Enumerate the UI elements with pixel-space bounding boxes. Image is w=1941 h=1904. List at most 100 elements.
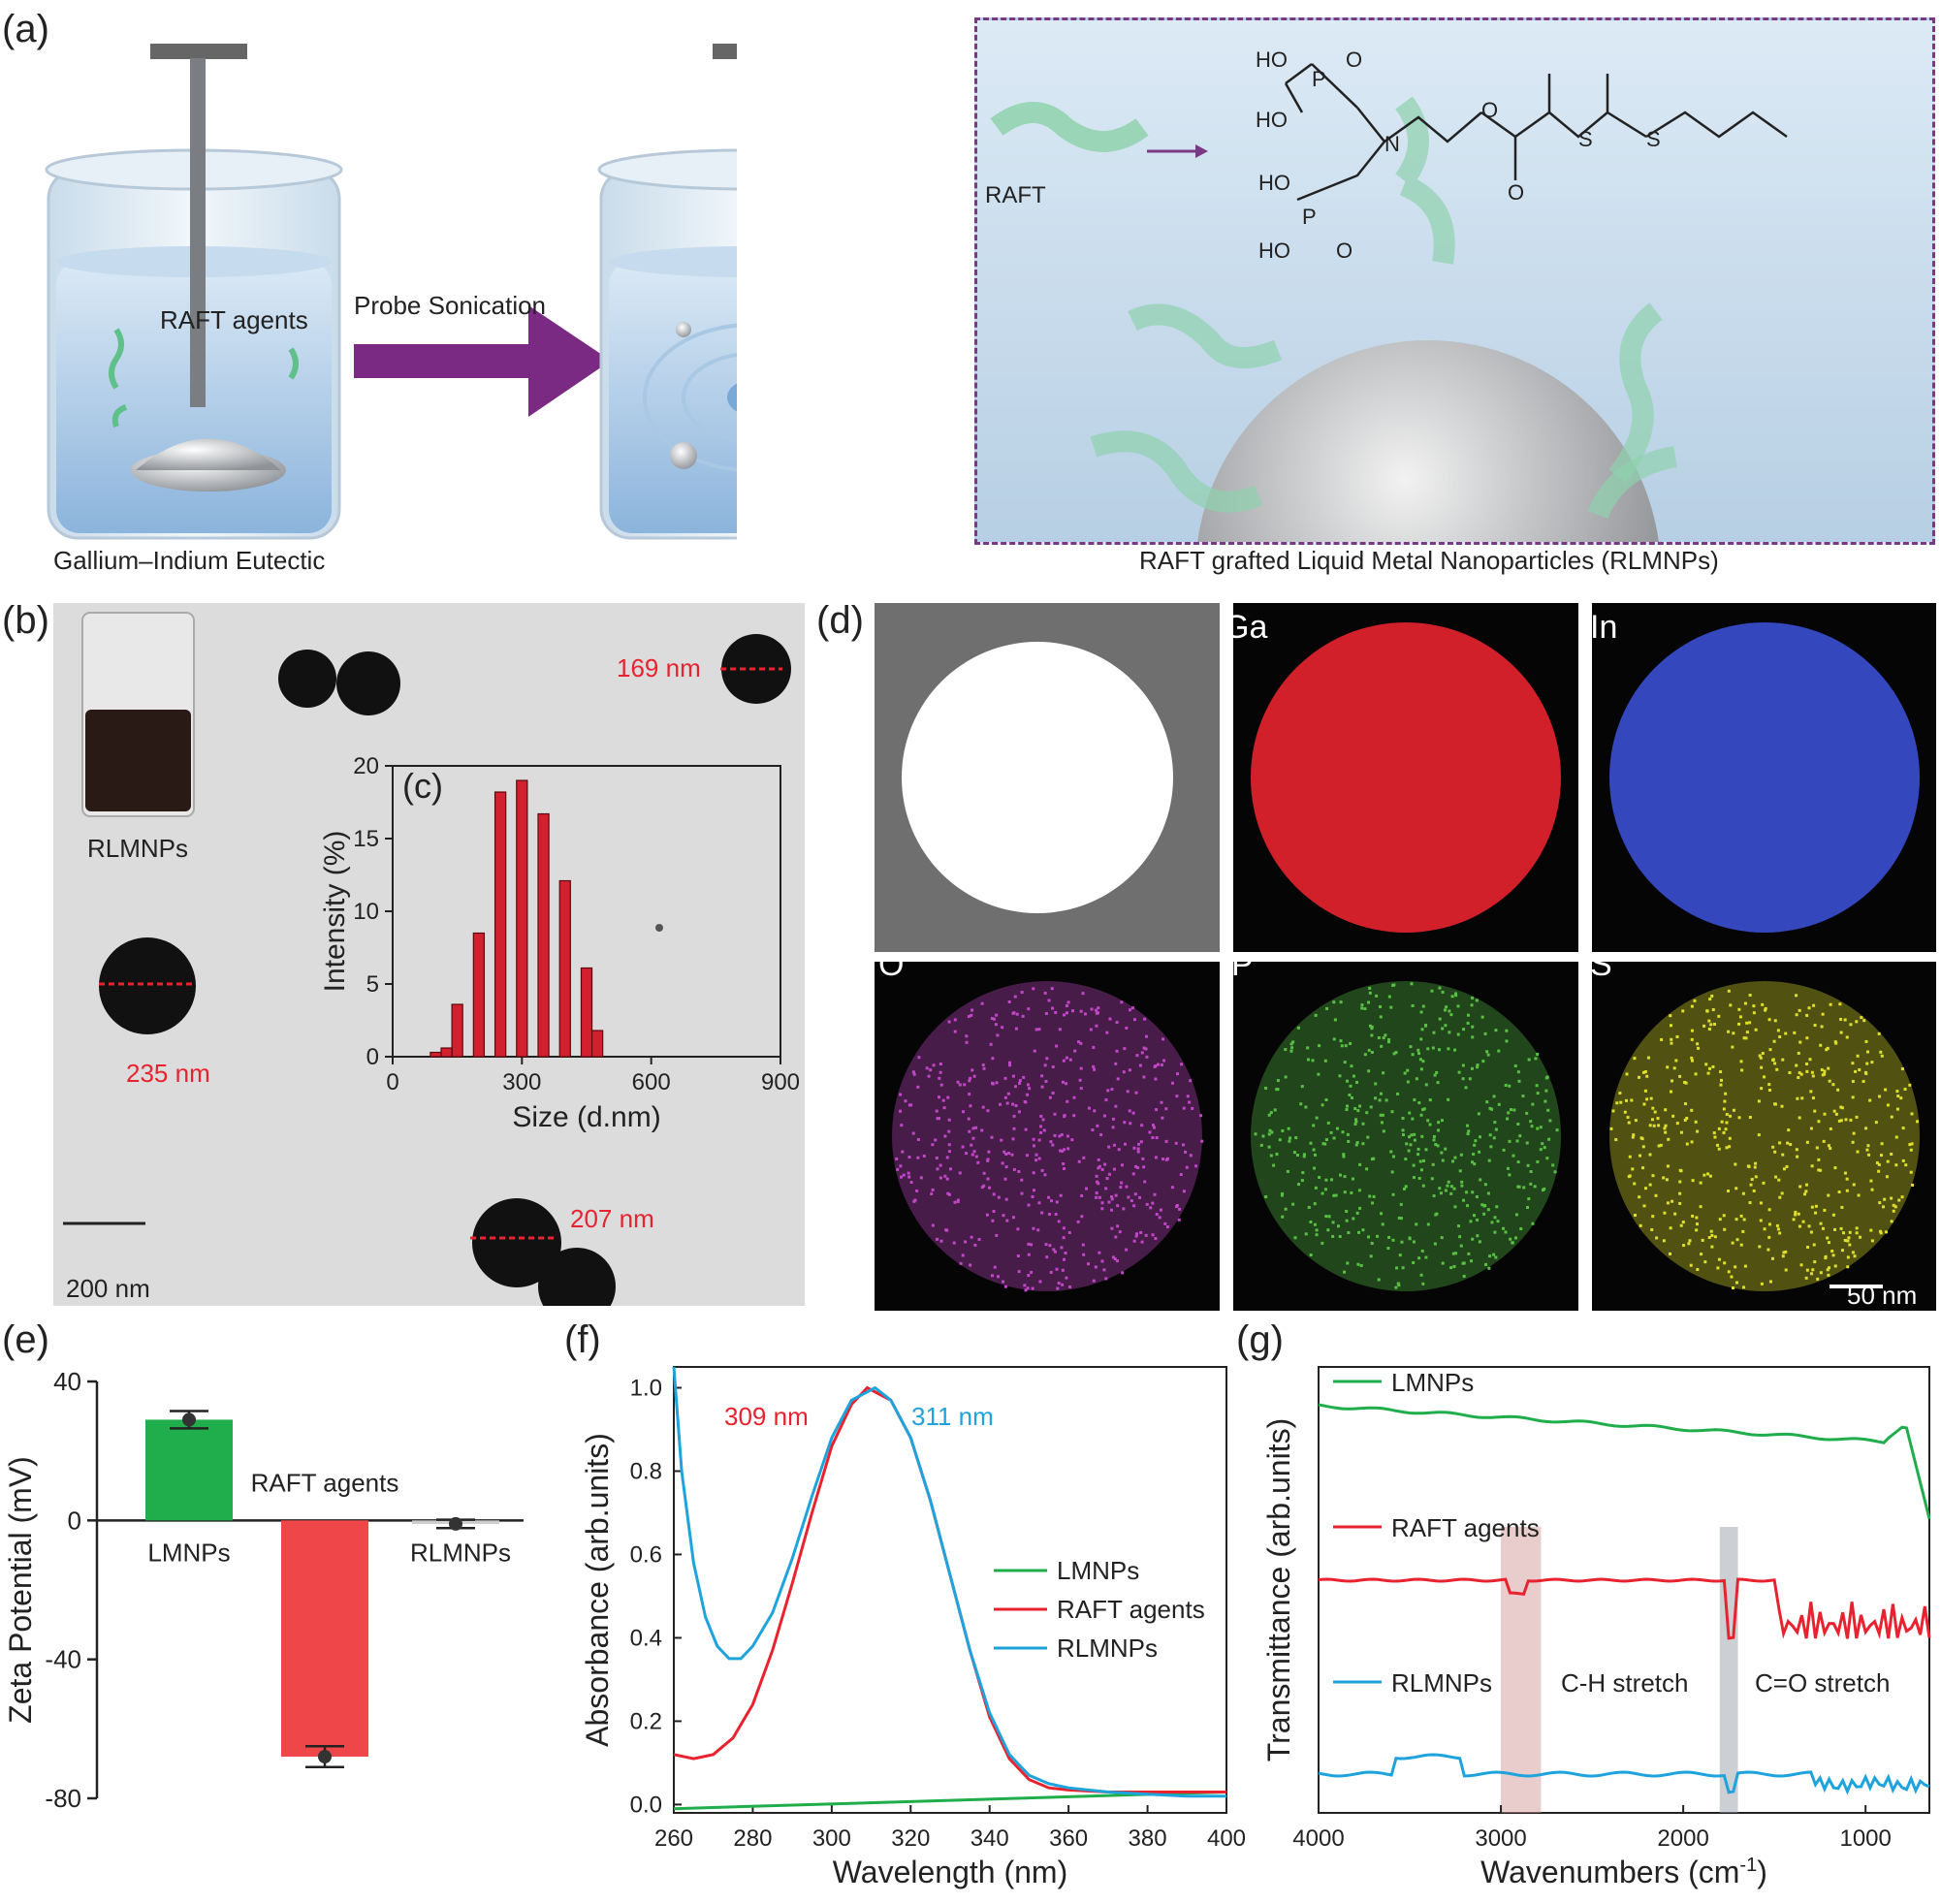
eds-dot	[1079, 1041, 1083, 1045]
eds-dot	[1707, 1235, 1711, 1239]
eds-dot	[965, 1040, 969, 1044]
eds-dot	[1415, 1222, 1418, 1226]
eds-dot	[1805, 1013, 1809, 1017]
eds-dot	[1671, 1199, 1674, 1203]
eds-dot	[1892, 1209, 1895, 1213]
eds-dot	[1354, 1118, 1358, 1122]
eds-dot	[1657, 1144, 1661, 1148]
eds-dot	[995, 1081, 999, 1085]
eds-dot	[967, 1117, 970, 1121]
eds-dot	[1293, 1236, 1297, 1240]
eds-dot	[1798, 1008, 1801, 1012]
eds-dot	[1436, 1144, 1440, 1148]
eds-dot	[1050, 987, 1054, 991]
eds-dot	[1846, 1255, 1850, 1259]
eds-dot	[1149, 1206, 1153, 1210]
eds-dot	[1133, 1192, 1137, 1196]
eds-dot	[1877, 1169, 1881, 1173]
eds-dot	[1492, 1253, 1496, 1256]
eds-particle	[1609, 622, 1920, 933]
eds-dot	[973, 1243, 977, 1247]
eds-dot	[1002, 1150, 1006, 1154]
eds-dot	[1016, 1254, 1020, 1258]
eds-dot	[1421, 1004, 1425, 1008]
eds-dot	[1831, 1253, 1835, 1257]
eds-dot	[1827, 1273, 1830, 1277]
eds-dot	[1471, 996, 1475, 1000]
vial-label: RLMNPs	[87, 834, 189, 863]
eds-dot	[1486, 1053, 1490, 1057]
eds-dot	[1759, 1201, 1763, 1205]
eds-dot	[1355, 1080, 1359, 1084]
eds-dot	[1358, 1206, 1362, 1210]
eds-dot	[1884, 1088, 1888, 1092]
eds-dot	[1140, 1124, 1144, 1127]
data-point	[182, 1412, 196, 1427]
eds-dot	[1717, 1127, 1721, 1130]
eds-dot	[1798, 1185, 1802, 1189]
eds-dot	[1165, 1225, 1169, 1229]
eds-dot	[1063, 1013, 1066, 1017]
eds-dot	[1764, 1008, 1767, 1012]
eds-dot	[1342, 1155, 1346, 1158]
eds-dot	[947, 1143, 951, 1147]
eds-dot	[1090, 1007, 1094, 1011]
eds-dot	[1781, 1254, 1785, 1258]
eds-dot	[1039, 1130, 1043, 1134]
eds-dot	[1855, 1020, 1859, 1024]
eds-dot	[1478, 1150, 1481, 1154]
eds-dot	[1447, 1097, 1450, 1101]
eds-dot	[1410, 982, 1414, 986]
histogram-bar	[558, 879, 571, 1058]
eds-dot	[1302, 1155, 1306, 1158]
eds-dot	[1483, 1183, 1487, 1187]
ch-stretch-label: C-H stretch	[1561, 1668, 1688, 1698]
eds-dot	[1331, 1234, 1335, 1238]
eds-dot	[1715, 1143, 1719, 1147]
eds-dot	[1419, 1067, 1423, 1071]
eds-dot	[1820, 1025, 1824, 1029]
eds-dot	[1539, 1126, 1543, 1129]
eds-dot	[1670, 1037, 1673, 1041]
eds-dot	[1811, 1074, 1815, 1078]
eds-dot	[1307, 1205, 1311, 1209]
eds-dot	[1623, 1110, 1627, 1114]
eds-dot	[1909, 1170, 1913, 1174]
eds-dot	[1904, 1163, 1908, 1167]
eds-dot	[1843, 1238, 1847, 1242]
eds-dot	[1345, 1104, 1349, 1108]
eds-dot	[1641, 1166, 1645, 1170]
eds-dot	[1006, 1092, 1010, 1095]
eds-dot	[1467, 1129, 1471, 1133]
eds-dot	[1670, 1079, 1673, 1083]
eds-dot	[1625, 1072, 1629, 1076]
eds-dot	[1748, 1021, 1752, 1025]
eds-dot	[1377, 1278, 1381, 1282]
eds-dot	[1840, 1205, 1844, 1209]
eds-dot	[1471, 1237, 1475, 1241]
eds-dot	[1339, 1000, 1343, 1004]
eds-dot	[1188, 1100, 1192, 1104]
eds-dot	[1104, 1187, 1108, 1190]
eds-dot	[1324, 1215, 1328, 1219]
eds-dot	[1655, 1236, 1659, 1240]
eds-dot	[1349, 1084, 1352, 1088]
eds-dot	[1419, 1037, 1423, 1041]
eds-dot	[1483, 1031, 1487, 1035]
eds-dot	[1846, 1239, 1850, 1243]
eds-dot	[1387, 995, 1391, 999]
eds-dot	[1100, 1207, 1104, 1211]
data-point	[318, 1750, 332, 1763]
eds-dot	[1865, 1148, 1869, 1152]
eds-dot	[1814, 1211, 1818, 1215]
eds-dot	[1399, 1217, 1403, 1221]
eds-dot	[1644, 1187, 1648, 1190]
eds-dot	[974, 1155, 978, 1158]
eds-dot	[1789, 1143, 1793, 1147]
eds-dot	[1787, 1128, 1791, 1132]
eds-dot	[962, 1110, 966, 1114]
eds-dot	[1466, 1021, 1470, 1025]
eds-dot	[1817, 1120, 1821, 1124]
eds-dot	[1194, 1164, 1198, 1168]
eds-dot	[1642, 1204, 1646, 1208]
